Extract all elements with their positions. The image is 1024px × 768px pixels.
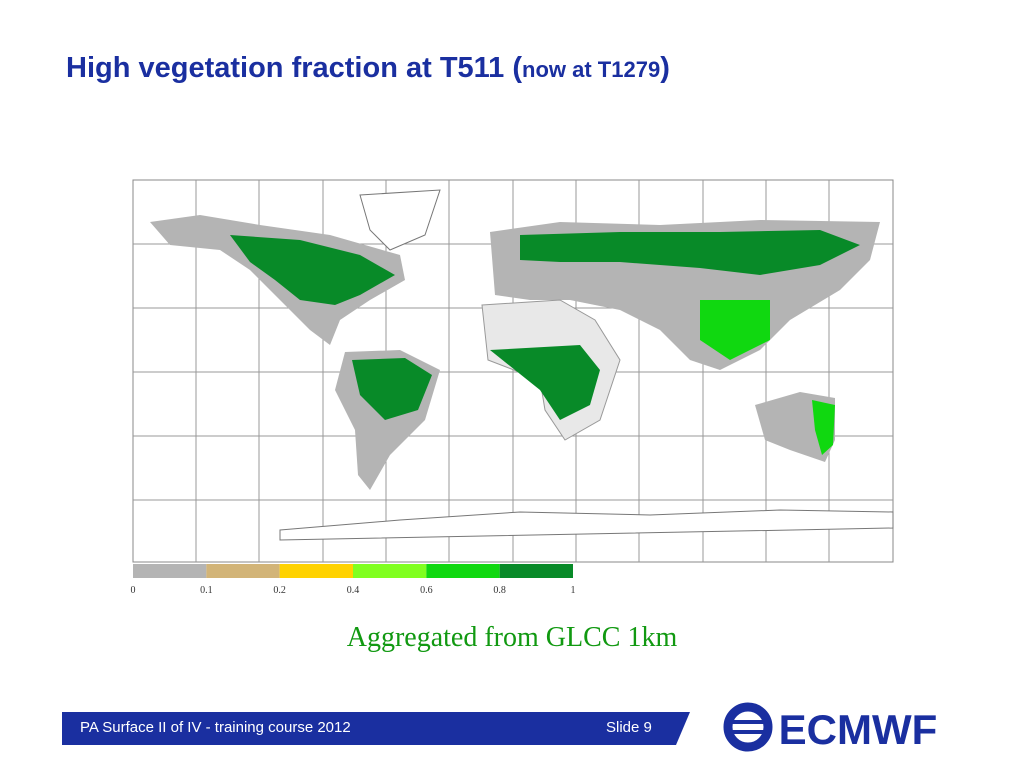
title-text: High vegetation fraction at T511 (: [66, 52, 523, 84]
legend-label: 1: [571, 585, 576, 596]
legend-swatch: [206, 564, 280, 578]
continents: [150, 189, 894, 541]
legend-label: 0.8: [493, 585, 506, 596]
legend-label: 0.2: [273, 585, 286, 596]
legend-swatch: [499, 564, 573, 578]
legend-swatch: [133, 564, 207, 578]
slide-title: High vegetation fraction at T511 (now at…: [66, 52, 670, 85]
title-end: ): [660, 52, 670, 84]
legend-label: 0.1: [200, 585, 213, 596]
legend-swatch: [353, 564, 427, 578]
footer-course: PA Surface II of IV - training course 20…: [80, 719, 351, 736]
legend-swatch: [279, 564, 353, 578]
legend-label: 0: [131, 585, 136, 596]
slide-number: Slide 9: [606, 719, 652, 736]
title-note: now at T1279: [522, 57, 661, 82]
legend-swatch: [426, 564, 500, 578]
legend-label: 0.6: [420, 585, 433, 596]
legend-label: 0.4: [347, 585, 360, 596]
caption: Aggregated from GLCC 1km: [346, 622, 678, 653]
